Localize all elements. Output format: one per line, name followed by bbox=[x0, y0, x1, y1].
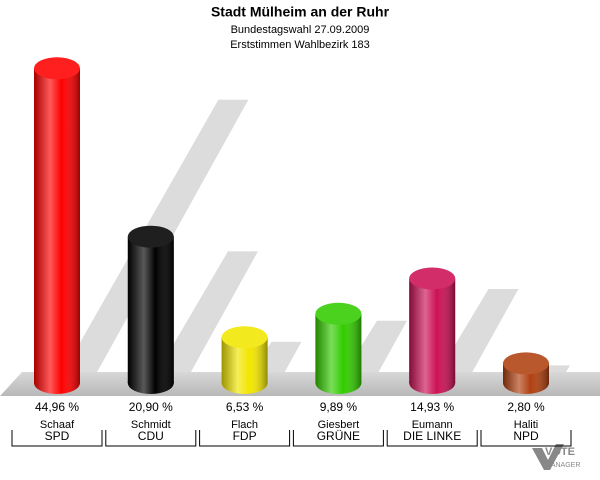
chart-title: Stadt Mülheim an der Ruhr bbox=[211, 4, 390, 20]
bar-top-shade bbox=[315, 302, 362, 325]
logo-text: VOTE bbox=[545, 446, 575, 458]
value-label: 9,89 % bbox=[320, 400, 358, 414]
bar-top-shade bbox=[503, 352, 549, 375]
x-tick-label: DIE LINKE bbox=[403, 429, 461, 443]
x-tick-label: GRÜNE bbox=[317, 429, 360, 443]
bar-body-shade bbox=[34, 68, 80, 383]
bar-top bbox=[127, 225, 174, 248]
bar-top-shade bbox=[127, 225, 174, 248]
bar-top bbox=[221, 326, 268, 349]
category-bracket bbox=[199, 430, 291, 447]
bar-top-shade bbox=[221, 326, 268, 349]
chart-subtitle: Bundestagswahl 27.09.2009 bbox=[231, 24, 370, 36]
candidate-label: Giesbert bbox=[318, 419, 360, 431]
x-tick-label: SPD bbox=[45, 429, 70, 443]
x-tick-label: FDP bbox=[233, 429, 257, 443]
bar-top-shade bbox=[409, 267, 456, 290]
category-bracket bbox=[292, 430, 384, 447]
bar-top bbox=[34, 57, 80, 80]
logo-mark bbox=[532, 444, 564, 470]
bar-top bbox=[315, 302, 362, 325]
candidate-label: Schaaf bbox=[40, 419, 75, 431]
x-tick-label: NPD bbox=[513, 429, 539, 443]
bar bbox=[221, 326, 268, 394]
bar bbox=[315, 302, 362, 394]
bar-shadow bbox=[150, 251, 258, 383]
category-bracket bbox=[105, 430, 197, 447]
bar bbox=[127, 225, 174, 394]
category-bracket bbox=[11, 430, 103, 447]
x-tick-label: CDU bbox=[138, 429, 164, 443]
value-label: 14,93 % bbox=[410, 400, 454, 414]
category-bracket bbox=[386, 430, 478, 447]
chart-subtitle: Erststimmen Wahlbezirk 183 bbox=[230, 39, 370, 51]
category-bracket bbox=[480, 430, 572, 447]
bar bbox=[503, 352, 549, 394]
bar bbox=[34, 57, 80, 394]
value-label: 2,80 % bbox=[507, 400, 545, 414]
value-label: 44,96 % bbox=[35, 400, 79, 414]
bar-body-shade bbox=[409, 278, 456, 383]
candidate-label: Schmidt bbox=[131, 419, 171, 431]
bar-body-shade bbox=[315, 313, 362, 383]
candidate-label: Eumann bbox=[412, 419, 453, 431]
bar-body-shade bbox=[127, 236, 174, 383]
logo: VOTE MANAGER bbox=[532, 444, 580, 470]
value-label: 6,53 % bbox=[226, 400, 264, 414]
bar bbox=[409, 267, 456, 394]
candidate-label: Flach bbox=[231, 419, 258, 431]
bar-top bbox=[503, 352, 549, 375]
bar-top-shade bbox=[34, 57, 80, 80]
candidate-label: Haliti bbox=[514, 419, 538, 431]
logo-subtext: MANAGER bbox=[545, 462, 580, 469]
value-label: 20,90 % bbox=[129, 400, 173, 414]
bar-layer bbox=[34, 57, 549, 394]
bar-top bbox=[409, 267, 456, 290]
